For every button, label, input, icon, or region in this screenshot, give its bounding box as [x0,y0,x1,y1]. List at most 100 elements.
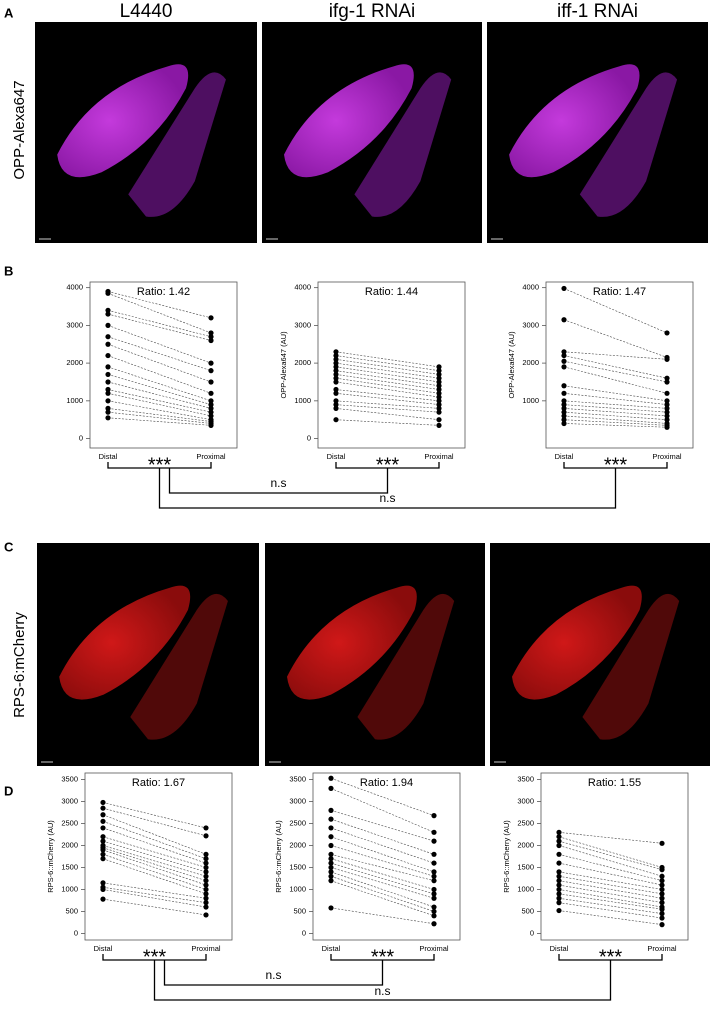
data-point [431,921,437,927]
pair-line [330,827,435,864]
pair-line [563,404,668,413]
pair-line [558,889,663,908]
data-point [333,352,339,359]
comparison-bracket [153,960,612,1001]
y-tick-label: 1000 [61,884,78,893]
data-point [659,891,665,897]
pair-line [563,411,668,421]
plot-frame [312,772,461,941]
data-point [659,906,665,912]
data-point [328,873,334,879]
data-point [333,360,339,366]
data-point [100,856,106,862]
data-point [100,851,106,857]
data-point [659,840,665,846]
pair-line [107,313,212,341]
channel-label: RPS-6:mCherry [11,612,28,718]
y-tick-label: 1500 [61,862,78,871]
data-point [664,379,670,385]
gonad-proximal [582,593,680,740]
gonad-distal [512,585,642,700]
channel-label: OPP-Alexa647 [11,80,28,179]
data-point [556,900,562,906]
sig-stars: *** [371,946,395,968]
data-point [208,330,214,336]
gonad-distal [509,64,640,178]
pair-line [563,355,668,379]
y-axis-label: OPP-Alexa647 (AU) [507,331,516,399]
y-tick-label: 1000 [294,396,311,405]
data-point [105,364,111,370]
data-point [431,913,437,919]
data-point [431,895,437,901]
data-point [105,379,111,385]
data-point [556,842,562,849]
data-point [561,364,567,370]
data-point [333,375,339,381]
data-point [100,799,106,806]
pair-line [330,867,435,899]
y-tick-label: 3000 [517,797,534,806]
y-tick-label: 3000 [289,797,306,806]
data-point [208,337,214,344]
pair-line [563,366,668,394]
pair-line [563,385,668,402]
gonad-distal [284,64,414,178]
data-point [328,869,334,875]
data-point [561,420,567,427]
data-point [203,833,209,839]
data-point [561,352,567,359]
y-tick-label: 2000 [522,358,539,367]
data-point [333,371,339,378]
data-point [664,356,670,362]
pair-line [107,355,212,394]
y-tick-label: 1500 [517,862,534,871]
comparison-bracket [163,960,384,986]
data-point [556,834,562,840]
data-point [431,886,437,893]
image-title: iff-1 RNAi [560,551,641,572]
data-point [436,394,442,400]
data-point [105,307,111,313]
chart-title: Ratio: 1.42 [137,286,190,298]
pair-line [563,288,668,334]
plot-frame [317,281,466,449]
pair-line [335,400,440,409]
pair-line [335,370,440,387]
y-tick-label: 2000 [517,840,534,849]
data-point [561,285,567,292]
data-point [436,379,442,385]
y-tick-label: 3500 [517,775,534,784]
data-point [100,880,106,886]
data-point [203,900,209,906]
data-point [664,409,670,415]
data-point [431,904,437,910]
data-point [664,390,670,396]
data-point [561,417,567,423]
pair-line [335,351,440,368]
gonad-proximal [354,72,452,217]
data-point [208,409,214,415]
data-point [328,878,334,884]
pair-line [102,840,207,873]
data-point [436,417,442,423]
x-tick-label: Distal [555,452,574,461]
data-point [208,413,214,419]
data-point [333,349,339,355]
data-point [203,895,209,901]
data-point [659,915,665,921]
data-point [208,422,214,428]
x-tick-label: Proximal [191,944,221,953]
data-point [328,775,334,781]
data-point [203,912,209,918]
y-tick-label: 500 [65,906,78,915]
data-point [556,869,562,875]
pair-line [330,854,435,881]
pair-line [107,381,212,409]
data-point [100,818,106,824]
pair-line [558,845,663,877]
y-tick-label: 1500 [289,862,306,871]
data-point [105,390,111,396]
pair-line [330,788,435,833]
data-point [556,829,562,835]
